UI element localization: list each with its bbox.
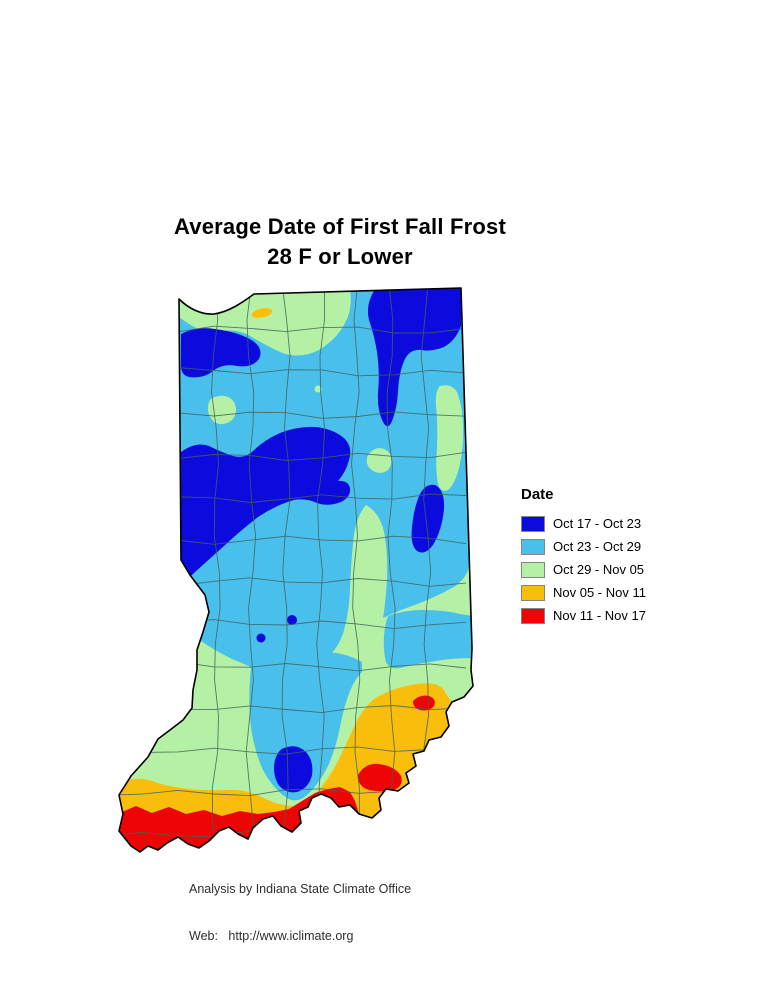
legend-swatch-oct29-nov05: [521, 561, 545, 578]
attribution-line-1: Analysis by Indiana State Climate Office: [189, 882, 412, 896]
attribution: Analysis by Indiana State Climate Office…: [189, 851, 411, 975]
legend-label: Oct 17 - Oct 23: [553, 516, 642, 531]
legend-item: Nov 11 - Nov 17: [521, 604, 646, 627]
region-nov05-nov11: [119, 308, 452, 852]
legend-label: Oct 29 - Nov 05: [553, 562, 645, 577]
legend-title: Date: [521, 486, 554, 503]
legend-label: Nov 11 - Nov 17: [553, 608, 646, 623]
legend-item: Nov 05 - Nov 11: [521, 581, 646, 604]
legend-label: Oct 23 - Oct 29: [553, 539, 642, 554]
title-line-2: 28 F or Lower: [267, 244, 413, 269]
legend-item: Oct 23 - Oct 29: [521, 535, 646, 558]
region-oct17-oct23-south-oval: [274, 746, 313, 793]
legend-swatch-oct17-oct23: [521, 515, 545, 532]
title-line-1: Average Date of First Fall Frost: [174, 214, 506, 239]
page-title: Average Date of First Fall Frost 28 F or…: [99, 212, 581, 272]
legend-item: Oct 29 - Nov 05: [521, 558, 646, 581]
legend-swatch-nov11-nov17: [521, 607, 545, 624]
legend-swatch-nov05-nov11: [521, 584, 545, 601]
state-outline: [118, 287, 474, 853]
legend-label: Nov 05 - Nov 11: [553, 585, 646, 600]
legend-swatch-oct23-oct29: [521, 538, 545, 555]
region-oct17-oct23: [181, 288, 461, 643]
legend-item: Oct 17 - Oct 23: [521, 512, 646, 535]
attribution-line-2: Web: http://www.iclimate.org: [189, 928, 354, 943]
legend: Date Oct 17 - Oct 23 Oct 23 - Oct 29 Oct…: [521, 486, 646, 627]
